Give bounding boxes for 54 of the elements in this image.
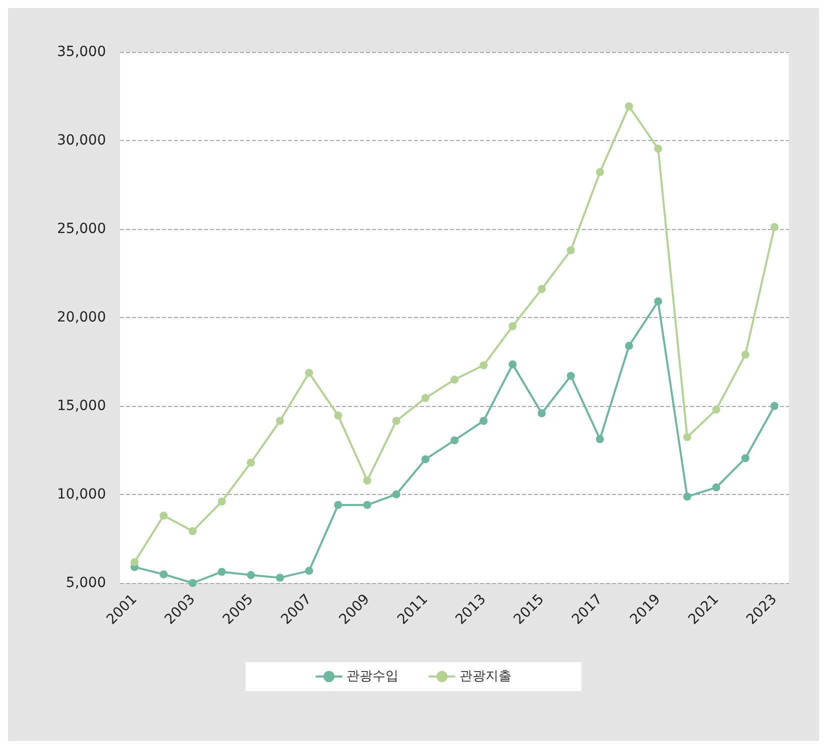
point	[596, 168, 604, 176]
point	[334, 500, 342, 509]
point	[538, 409, 546, 418]
point	[334, 412, 342, 420]
y-tick-label: 10,000	[57, 486, 106, 502]
point	[480, 416, 488, 425]
point	[770, 223, 778, 232]
y-tick-label: 35,000	[57, 44, 106, 60]
point	[625, 342, 634, 350]
point	[450, 376, 458, 384]
point	[421, 455, 430, 464]
point	[421, 394, 430, 402]
legend-label: 관광지출	[460, 669, 512, 684]
y-tick-label: 25,000	[57, 221, 106, 237]
point	[246, 571, 255, 580]
point	[596, 435, 604, 444]
point	[276, 416, 284, 425]
point	[246, 458, 255, 467]
point	[218, 568, 226, 576]
point	[508, 322, 517, 330]
y-tick-label: 30,000	[57, 132, 106, 148]
point	[130, 558, 139, 566]
point	[363, 500, 372, 509]
point	[218, 498, 226, 506]
point	[538, 285, 546, 293]
point	[683, 433, 692, 442]
point	[160, 512, 168, 520]
point	[566, 246, 575, 254]
point	[480, 361, 488, 370]
point	[450, 436, 458, 444]
legend-label: 관광수입	[346, 669, 398, 684]
point	[625, 102, 634, 110]
point	[305, 566, 314, 575]
point	[770, 402, 778, 410]
point	[654, 144, 662, 153]
point	[654, 297, 662, 306]
point	[305, 368, 314, 377]
point	[741, 350, 750, 359]
point	[712, 483, 720, 492]
point	[188, 579, 197, 587]
point	[392, 490, 400, 498]
point	[741, 454, 750, 462]
point	[363, 476, 372, 485]
point	[712, 406, 720, 414]
point	[160, 570, 168, 578]
point	[188, 527, 197, 536]
point	[683, 492, 692, 501]
point	[276, 574, 284, 582]
point	[508, 360, 517, 368]
point	[392, 416, 400, 425]
point	[566, 372, 575, 380]
y-tick-label: 15,000	[57, 398, 106, 414]
y-tick-label: 5,000	[66, 575, 106, 591]
y-tick-label: 20,000	[57, 310, 106, 326]
